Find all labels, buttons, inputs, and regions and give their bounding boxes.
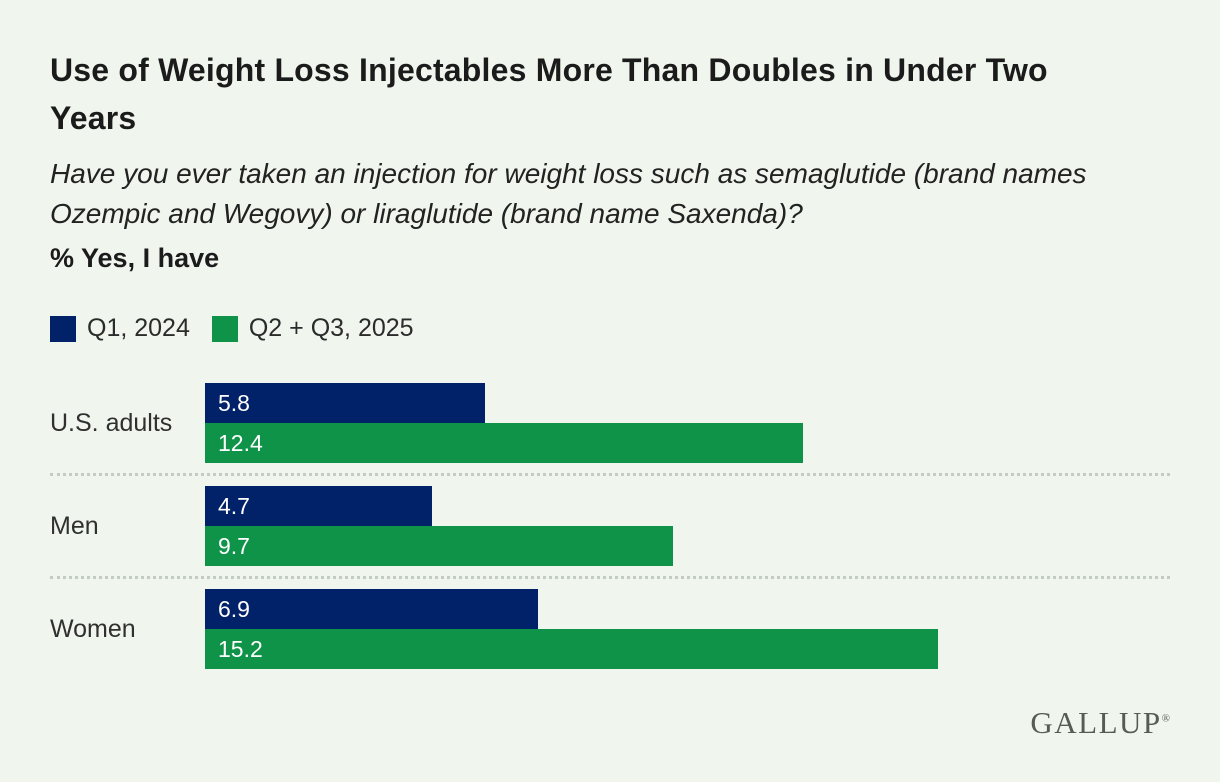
gallup-logo-text: GALLUP — [1030, 705, 1162, 740]
bar-chart: U.S. adults 5.8 12.4 Men 4.7 9.7 Women 6… — [50, 383, 1170, 669]
chart-row: Men 4.7 9.7 — [50, 486, 1170, 566]
metric-label: % Yes, I have — [50, 243, 220, 273]
bar-value: 12.4 — [218, 429, 263, 456]
series-bar: 6.9 — [205, 589, 538, 629]
legend-swatch — [50, 315, 76, 342]
bar-value: 6.9 — [218, 595, 250, 622]
bar-value: 4.7 — [218, 492, 250, 519]
chart-title: Use of Weight Loss Injectables More Than… — [50, 52, 1048, 136]
chart-subtitle: Have you ever taken an injection for wei… — [50, 158, 1087, 229]
series-bar: 9.7 — [205, 526, 674, 566]
footer: GALLUP® — [50, 705, 1170, 741]
legend-label: Q1, 2024 — [87, 314, 190, 342]
row-separator — [50, 576, 1170, 579]
category-label: Men — [50, 511, 99, 540]
chart-row: U.S. adults 5.8 12.4 — [50, 383, 1170, 463]
chart-rows: U.S. adults 5.8 12.4 Men 4.7 9.7 Women 6… — [50, 383, 1170, 669]
bar-value: 5.8 — [218, 389, 250, 416]
bar-group: 5.8 12.4 — [205, 383, 1170, 463]
registered-mark: ® — [1161, 712, 1170, 725]
legend: Q1, 2024 Q2 + Q3, 2025 — [50, 314, 1170, 343]
category-label: Women — [50, 614, 136, 643]
chart-row: Women 6.9 15.2 — [50, 589, 1170, 669]
legend-label: Q2 + Q3, 2025 — [248, 314, 414, 342]
legend-swatch — [211, 315, 238, 342]
legend-item-q1-2024: Q1, 2024 — [50, 314, 190, 343]
series-bar: 15.2 — [205, 629, 939, 669]
gallup-logo: GALLUP® — [1030, 705, 1170, 741]
bar-value: 9.7 — [218, 532, 250, 559]
bar-group: 4.7 9.7 — [205, 486, 1170, 566]
series-bar: 4.7 — [205, 486, 432, 526]
bar-value: 15.2 — [218, 635, 263, 662]
row-separator — [50, 473, 1170, 476]
category-label: U.S. adults — [50, 408, 173, 437]
series-bar: 12.4 — [205, 423, 804, 463]
bar-group: 6.9 15.2 — [205, 589, 1170, 669]
legend-item-q2-q3-2025: Q2 + Q3, 2025 — [211, 314, 414, 343]
series-bar: 5.8 — [205, 383, 485, 423]
